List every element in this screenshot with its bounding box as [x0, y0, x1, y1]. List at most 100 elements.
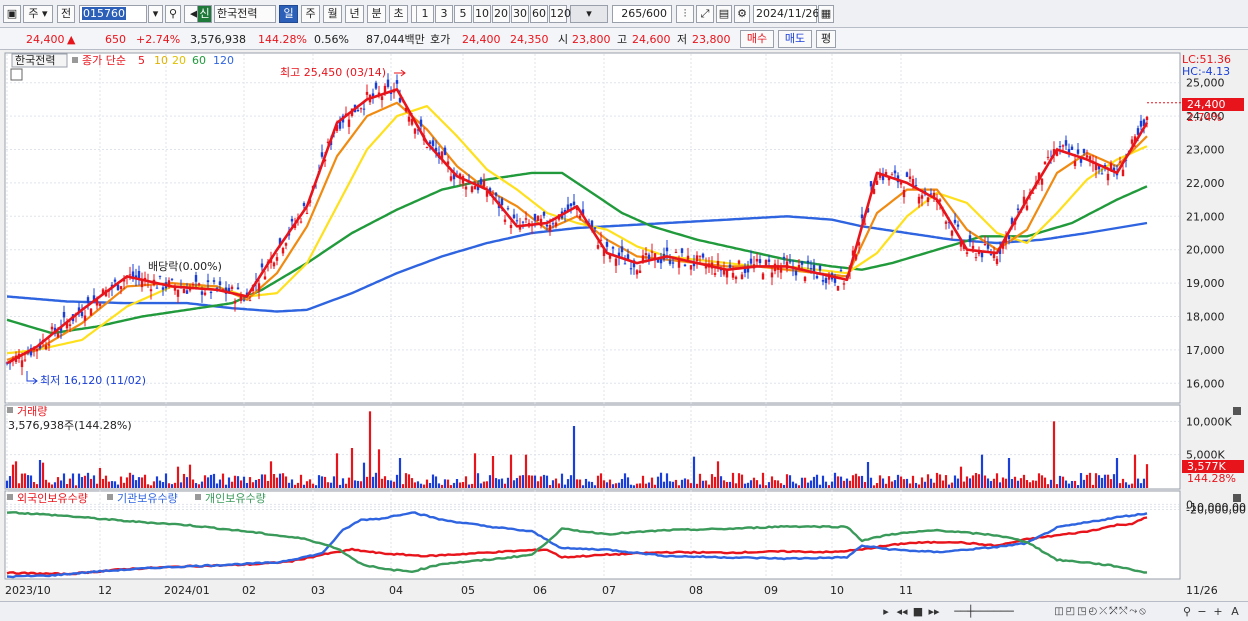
volume-bar	[812, 476, 816, 488]
candle-body	[764, 260, 768, 266]
interval-tab-60[interactable]: 60	[530, 5, 548, 23]
candle-body	[902, 190, 906, 198]
stock-code-input[interactable]: 015760	[79, 5, 147, 23]
interval-tab-30[interactable]: 30	[511, 5, 529, 23]
candle-body	[122, 279, 126, 282]
period-tab-2[interactable]: 월	[323, 5, 342, 23]
volume-bar	[212, 473, 216, 488]
volume-bar	[314, 485, 318, 488]
zoom-in-icon[interactable]: +	[1213, 605, 1223, 618]
volume-bar	[587, 481, 591, 488]
candle-body	[92, 295, 96, 301]
candle-body	[821, 280, 825, 282]
volume-bar	[326, 482, 330, 488]
save-icon[interactable]: ▤	[716, 5, 732, 23]
date-field[interactable]: 2024/11/26	[753, 5, 819, 23]
candle-body	[416, 129, 420, 131]
candle-body	[452, 174, 456, 180]
candle-body	[539, 218, 543, 226]
font-size-icon[interactable]: A	[1231, 605, 1239, 618]
volume-panel[interactable]	[4, 404, 1181, 490]
eval-button[interactable]: 평	[816, 30, 836, 48]
candle-style-icon[interactable]: ⫶	[676, 5, 694, 23]
period-tab-3[interactable]: 년	[345, 5, 364, 23]
period-select[interactable]: 주 ▾	[23, 5, 53, 23]
play-icon[interactable]: ▸	[883, 605, 889, 618]
search-icon[interactable]: ⚲	[165, 5, 181, 23]
interval-tab-120[interactable]: 120	[549, 5, 571, 23]
price-y-tick: 20,000	[1186, 244, 1225, 257]
volume-bar	[650, 477, 654, 488]
candle-body	[572, 201, 576, 205]
volume-bar	[1079, 473, 1083, 488]
volume-bar	[539, 476, 543, 488]
volume-bar	[329, 482, 333, 488]
chart-type-icon[interactable]: ▣	[3, 5, 21, 23]
scroll-slider[interactable]: ──┼──────	[954, 605, 1014, 618]
interval-tab-3[interactable]: 3	[435, 5, 453, 23]
interval-tab-10[interactable]: 10	[473, 5, 491, 23]
owner-panel-close-icon[interactable]	[1233, 494, 1241, 502]
volume-bar	[674, 479, 678, 488]
draw-tool-icon[interactable]: ⤢	[696, 5, 714, 23]
volume-bar	[101, 478, 105, 488]
code-dropdown-icon[interactable]: ▾	[148, 5, 163, 23]
stock-chart[interactable]: 25,000 24,000 23,000 22,000 21,000 20,000 19,0…	[0, 50, 1248, 601]
stock-name-field[interactable]: 한국전력	[214, 5, 276, 23]
settings-gear-icon[interactable]: ⚙	[734, 5, 750, 23]
owner-y-tick: -20,000,00	[1186, 504, 1246, 517]
candle-body	[194, 275, 198, 282]
fast-forward-icon[interactable]: ▸▸	[928, 605, 940, 618]
candle-body	[860, 214, 864, 219]
candle-body	[1100, 173, 1104, 175]
volume-current-tag	[1182, 460, 1244, 473]
owner-legend-foreign: 외국인보유수량	[17, 492, 88, 505]
drawing-tools-icon[interactable]: ◫◰◳◴⤫⤱⤲⤳⦸	[1054, 606, 1148, 617]
stop-icon[interactable]: ■	[912, 605, 924, 618]
volume-bar	[680, 479, 684, 488]
period-tab-4[interactable]: 분	[367, 5, 386, 23]
volume-bar	[479, 483, 483, 488]
interval-dropdown[interactable]: ▾	[570, 5, 608, 23]
candle-body	[245, 292, 249, 296]
period-tab-0[interactable]: 일	[279, 5, 298, 23]
volume-bar	[614, 483, 618, 488]
candle-body	[602, 249, 606, 257]
candle-body	[800, 261, 804, 265]
open-label: 시	[558, 33, 569, 46]
grid-toggle-icon[interactable]	[10, 68, 23, 81]
candle-body	[197, 283, 201, 285]
candle-body	[875, 180, 879, 185]
candle-body	[635, 270, 639, 275]
volume-bar	[425, 479, 429, 488]
buy-button[interactable]: 매수	[740, 30, 774, 48]
volume-bar	[833, 472, 837, 488]
volume-bar	[251, 482, 255, 488]
zoom-out-icon[interactable]: −	[1197, 605, 1207, 618]
ma-legend-20: 20	[172, 54, 186, 67]
candle-body	[410, 118, 414, 125]
interval-tab-20[interactable]: 20	[492, 5, 510, 23]
chart-area[interactable]: 25,000 24,000 23,000 22,000 21,000 20,000 19,0…	[0, 50, 1248, 601]
candle-body	[872, 188, 876, 194]
interval-tab-5[interactable]: 5	[454, 5, 472, 23]
candle-body	[1130, 139, 1134, 144]
ma120-line	[6, 215, 1148, 313]
candle-body	[512, 214, 516, 219]
count-field[interactable]: 265/600	[612, 5, 672, 23]
volume-panel-close-icon[interactable]	[1233, 407, 1241, 415]
interval-tab-1[interactable]: 1	[416, 5, 434, 23]
sell-button[interactable]: 매도	[778, 30, 812, 48]
volume-bar	[368, 411, 372, 488]
prev-button[interactable]: 전	[57, 5, 75, 23]
candle-body	[365, 91, 369, 95]
calendar-icon[interactable]: ▦	[818, 5, 834, 23]
rewind-icon[interactable]: ◂◂	[896, 605, 908, 618]
period-tab-5[interactable]: 초	[389, 5, 408, 23]
volume-bar	[215, 483, 219, 488]
volume-bar	[170, 484, 174, 488]
toolbar: ▣ 주 ▾ 전 015760 ▾ ⚲ ◀▾ 신 한국전력 ▾ 265/600 ⫶…	[0, 0, 1248, 28]
period-tab-1[interactable]: 주	[301, 5, 320, 23]
volume-bar	[188, 464, 192, 488]
zoom-search-icon[interactable]: ⚲	[1182, 605, 1192, 618]
